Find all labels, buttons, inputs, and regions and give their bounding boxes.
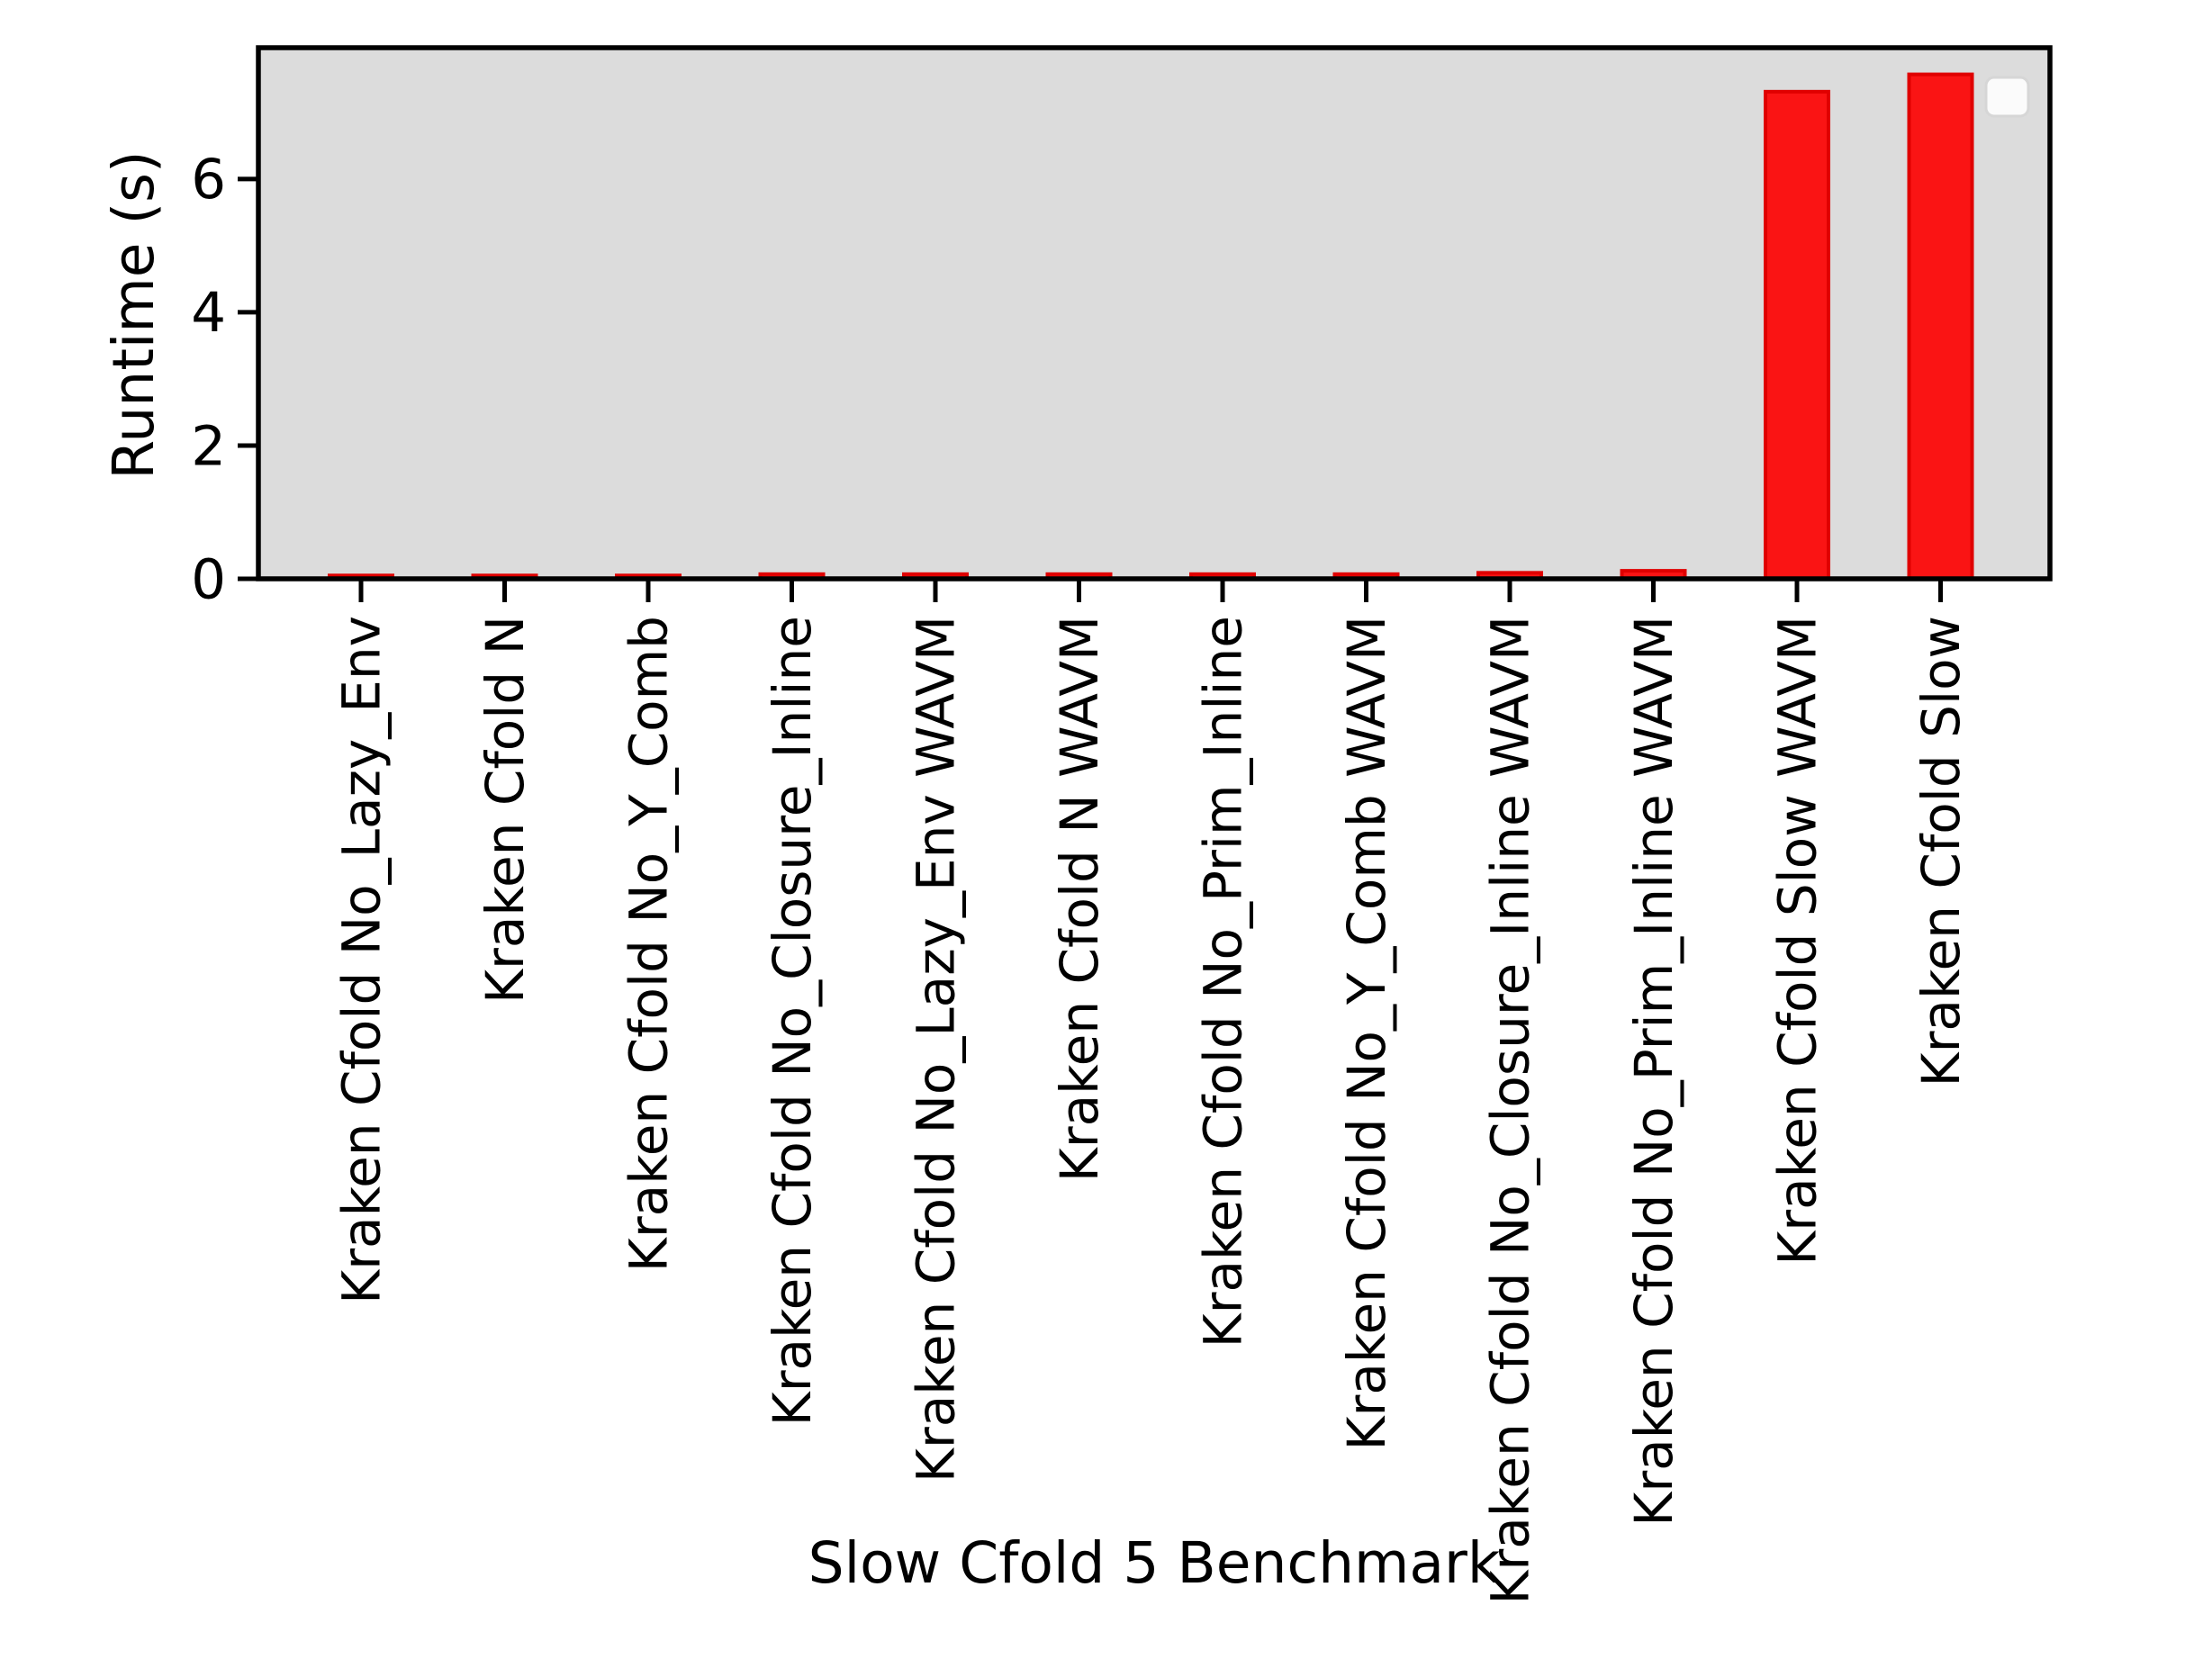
x-tick-label: Kraken Cfold No_Y_Comb WAVM — [1336, 616, 1397, 1451]
bar — [1764, 89, 1830, 581]
bar — [1907, 72, 1974, 582]
x-tick-label: Kraken Cfold N WAVM — [1049, 616, 1110, 1182]
x-axis-title: Slow Cfold 5 Benchmark — [808, 1530, 1501, 1596]
plot-area — [258, 48, 2050, 579]
x-tick-label: Kraken Cfold No_Prim_Inline — [1192, 616, 1253, 1348]
plot-border — [256, 45, 2053, 582]
y-tick-label: 2 — [191, 414, 226, 478]
legend-box — [1984, 76, 2030, 118]
x-tick-label: Kraken Cfold Slow WAVM — [1766, 616, 1828, 1266]
y-tick-label: 0 — [191, 547, 226, 611]
x-axis: Kraken Cfold No_Lazy_Env Kraken Cfold N Kr… — [330, 579, 1972, 1605]
y-axis: 0 2 4 6 — [191, 148, 258, 611]
y-tick-label: 6 — [191, 148, 226, 212]
x-tick-label: Kraken Cfold No_Closure_Inline — [762, 616, 823, 1426]
x-tick-label: Kraken Cfold No_Y_Comb — [618, 616, 679, 1272]
y-tick-label: 4 — [191, 281, 226, 345]
x-tick-label: Kraken Cfold No_Closure_Inline WAVM — [1479, 616, 1540, 1605]
x-tick-label: Kraken Cfold Slow — [1910, 616, 1972, 1086]
x-tick-label: Kraken Cfold No_Lazy_Env — [330, 616, 392, 1304]
x-tick-label: Kraken Cfold No_Prim_Inline WAVM — [1623, 616, 1684, 1527]
y-axis-title: Runtime (s) — [101, 150, 167, 479]
x-tick-label: Kraken Cfold No_Lazy_Env WAVM — [905, 616, 966, 1483]
x-tick-label: Kraken Cfold N — [474, 616, 536, 1004]
